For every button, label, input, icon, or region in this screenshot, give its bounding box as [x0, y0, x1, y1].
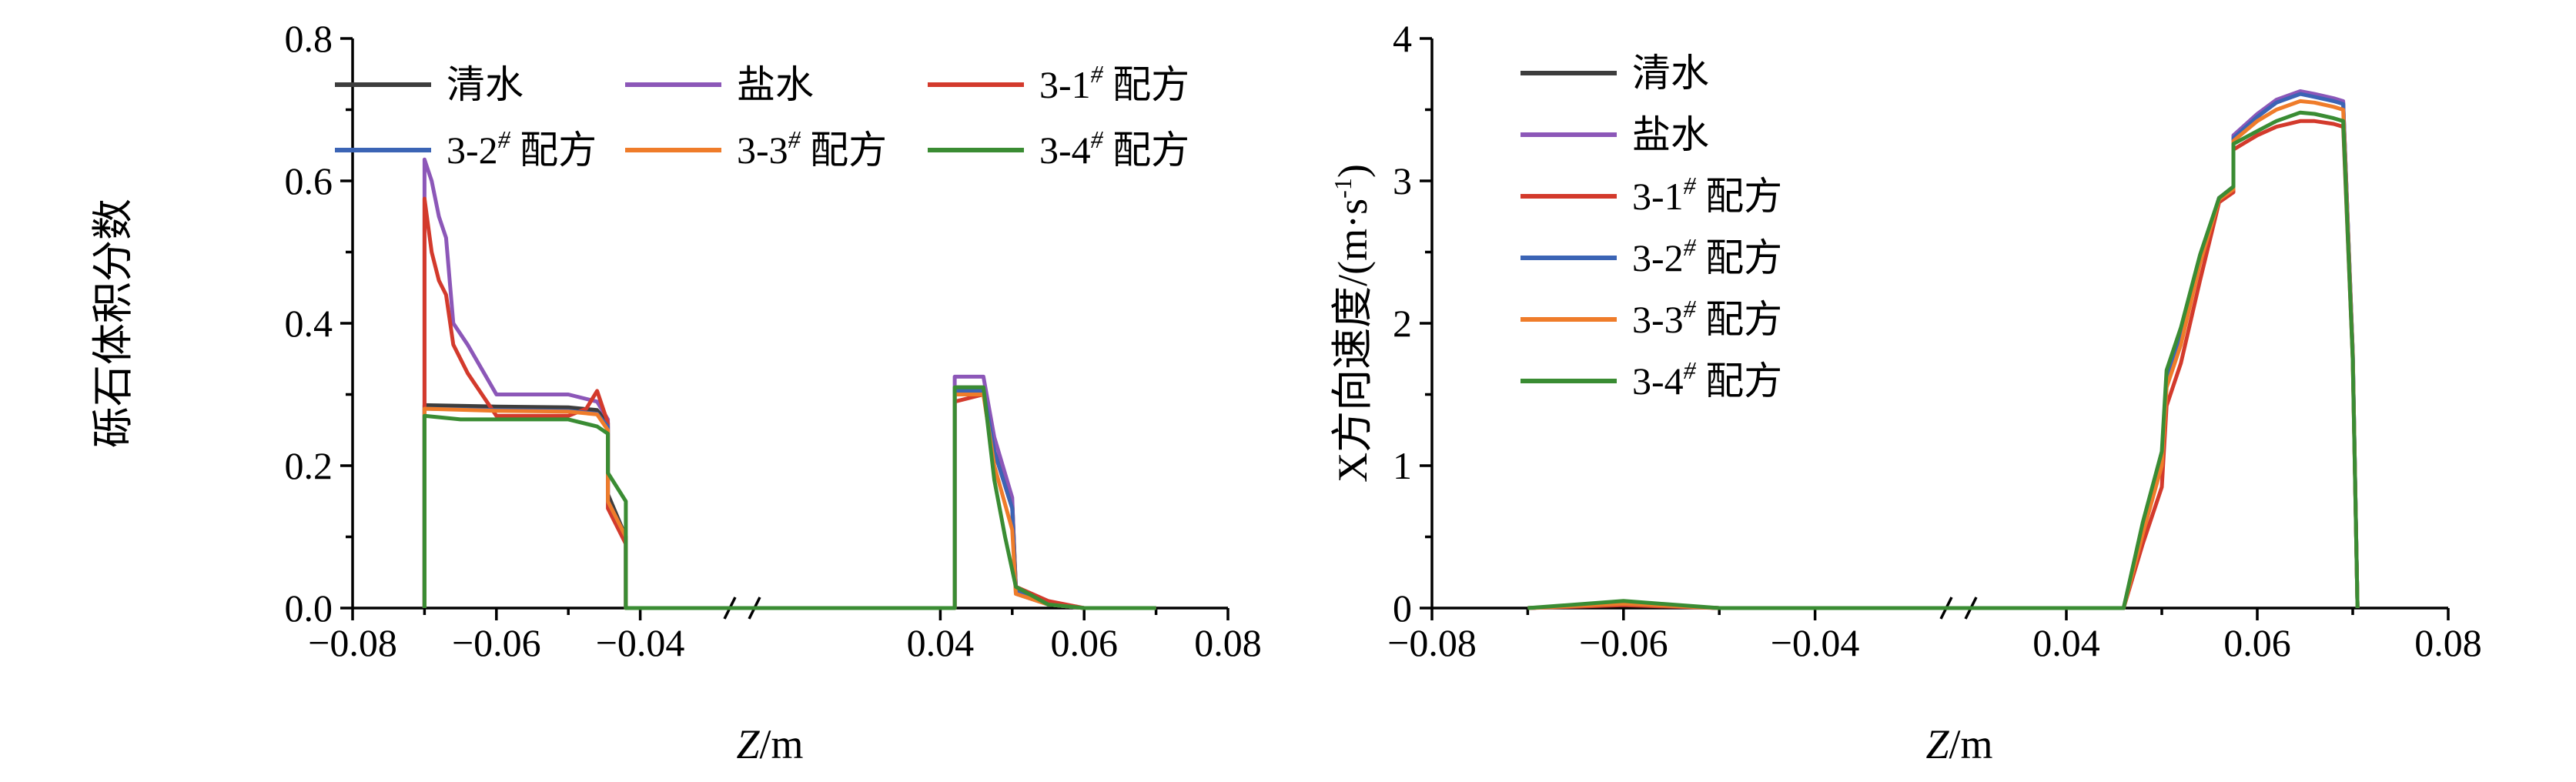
legend-item: 清水: [1521, 52, 1709, 95]
y-tick-label: 2: [1393, 302, 1412, 345]
legend-label: 盐水: [737, 63, 814, 106]
x-tick-label: −0.06: [1579, 621, 1668, 664]
legend-label: 3-1# 配方: [1039, 60, 1189, 106]
x-tick-label: −0.08: [308, 621, 397, 664]
y-tick-label: 4: [1393, 17, 1412, 60]
y-tick-label: 0: [1393, 586, 1412, 630]
x-tick-label: 0.06: [2223, 621, 2291, 664]
legend-label: 3-3# 配方: [1632, 295, 1782, 341]
legend-label: 3-2# 配方: [1632, 233, 1782, 279]
series-line-3-4配方: [1527, 110, 2360, 610]
y-tick-label: 0.8: [285, 17, 333, 60]
x-tick-label: −0.04: [1771, 621, 1860, 664]
y-axis-label: X方向速度/(m·s-1): [1329, 164, 1376, 483]
legend-item: 盐水: [1521, 113, 1709, 156]
x-tick-label: 0.06: [1050, 621, 1118, 664]
legend-item: 盐水: [625, 63, 814, 106]
legend-label: 3-1# 配方: [1632, 172, 1782, 218]
y-tick-label: 0.4: [285, 302, 333, 345]
series-line-3-4配方: [422, 385, 1156, 610]
y-tick-label: 3: [1393, 159, 1412, 202]
y-axis-label: 砾石体积分数: [90, 199, 136, 448]
x-tick-label: 0.04: [2032, 621, 2100, 664]
right-chart-panel: 0 1 2 3 4 −0.08 −0.06 −0.04 0.04 0.06 0.08 Z/m X方向速度…: [1329, 17, 2482, 767]
x-axis-label: Z/m: [736, 721, 803, 767]
legend-item: 3-3# 配方: [625, 125, 887, 172]
legend-item: 3-2# 配方: [1521, 233, 1782, 279]
legend-item: 清水: [335, 63, 524, 106]
series-line-3-1配方: [422, 196, 1156, 610]
legend: 清水 盐水 3-1# 配方 3-2# 配方 3-3# 配方 3-4# 配方: [335, 60, 1189, 172]
y-tick-label: 0.2: [285, 444, 333, 487]
series-line-盐水: [422, 157, 1156, 610]
legend-item: 3-1# 配方: [928, 60, 1189, 106]
legend-label: 3-4# 配方: [1039, 125, 1189, 172]
legend-label: 盐水: [1632, 113, 1709, 156]
legend-label: 3-3# 配方: [737, 125, 887, 172]
legend-label: 清水: [1632, 52, 1709, 95]
x-tick-label: 0.08: [2414, 621, 2482, 664]
series-line-3-2配方: [422, 389, 1156, 610]
y-tick-label: 1: [1393, 444, 1412, 487]
legend-item: 3-4# 配方: [928, 125, 1189, 172]
legend-item: 3-2# 配方: [335, 125, 597, 172]
left-chart-panel: 0.0 0.2 0.4 0.6 0.8 −0.08 −0.06 −0.04 0.04 0.06 0.…: [90, 17, 1262, 767]
x-axis-label: Z/m: [1925, 721, 1992, 767]
x-tick-label: 0.08: [1194, 621, 1262, 664]
legend-label: 3-4# 配方: [1632, 356, 1782, 403]
y-tick-label: 0.6: [285, 159, 333, 202]
legend-item: 3-3# 配方: [1521, 295, 1782, 341]
series-line-3-3配方: [422, 393, 1156, 610]
x-tick-label: −0.08: [1387, 621, 1477, 664]
x-tick-label: −0.06: [452, 621, 541, 664]
legend-item: 3-4# 配方: [1521, 356, 1782, 403]
legend-label: 清水: [447, 63, 524, 106]
y-tick-label: 0.0: [285, 586, 333, 630]
x-tick-label: 0.04: [907, 621, 975, 664]
legend-item: 3-1# 配方: [1521, 172, 1782, 218]
x-tick-label: −0.04: [596, 621, 685, 664]
legend-label: 3-2# 配方: [447, 125, 597, 172]
